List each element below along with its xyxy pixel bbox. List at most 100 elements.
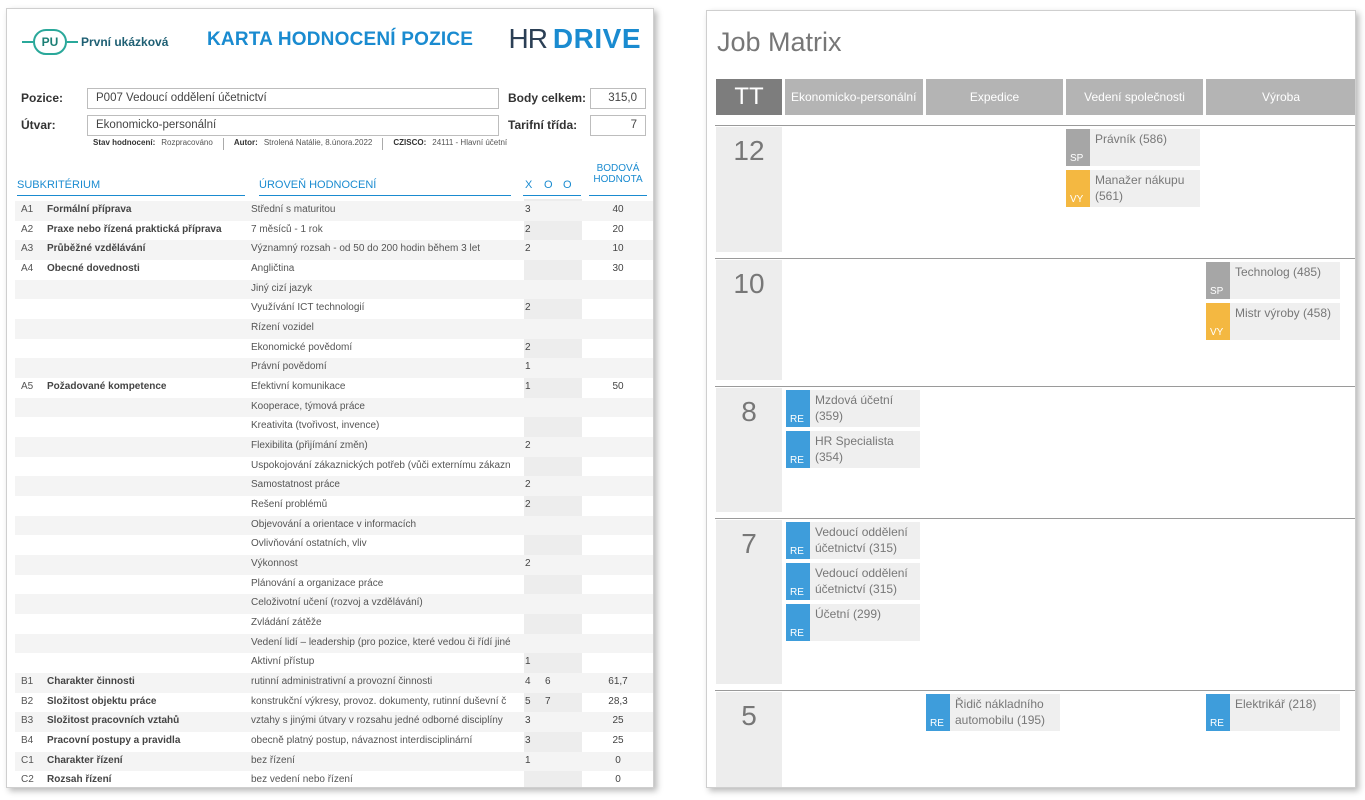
job-card[interactable]: SP Technolog (485) bbox=[1206, 262, 1340, 299]
job-category-code: VY bbox=[1210, 327, 1224, 338]
criterion-code: A5 bbox=[21, 381, 34, 393]
column-header[interactable]: Expedice bbox=[926, 79, 1063, 115]
evaluation-level: 7 měsíců - 1 rok bbox=[251, 223, 323, 235]
evaluation-level: Kooperace, týmová práce bbox=[251, 400, 365, 412]
table-row[interactable]: Právní povědomí 1 bbox=[15, 358, 653, 379]
table-row[interactable]: B1 Charakter činnosti rutinní administrati… bbox=[15, 673, 653, 693]
job-card[interactable]: VY Manažer nákupu (561) bbox=[1066, 170, 1200, 207]
criteria-table: A1 Formální příprava Střední s maturitou 3 4… bbox=[15, 201, 653, 787]
job-title: HR Specialista (354) bbox=[815, 434, 894, 464]
table-row[interactable]: A1 Formální příprava Střední s maturitou 3 4… bbox=[15, 201, 653, 221]
job-category-code: RE bbox=[790, 628, 804, 639]
utvar-field[interactable]: Ekonomicko-personální bbox=[87, 115, 499, 136]
job-card[interactable]: RE Řidič nákladního automobilu (195) bbox=[926, 694, 1060, 731]
job-title: Manažer nákupu (561) bbox=[1095, 173, 1185, 203]
table-row[interactable]: A5 Požadované kompetence Efektivní komunik… bbox=[15, 378, 653, 398]
evaluation-level: Výkonnost bbox=[251, 558, 298, 570]
table-row[interactable]: Jiný cizí jazyk bbox=[15, 279, 653, 300]
evaluation-level: bez řízení bbox=[251, 754, 295, 766]
evaluation-level: Právní povědomí bbox=[251, 361, 327, 373]
table-row[interactable]: A4 Obecné dovednosti Angličtina 30 bbox=[15, 260, 653, 280]
x-value: 1 bbox=[525, 754, 531, 766]
job-category-tag: VY bbox=[1066, 170, 1090, 207]
meta-divider bbox=[222, 138, 224, 150]
hr-logo-bold: DRIVE bbox=[552, 23, 641, 54]
table-row[interactable]: Uspokojování zákaznických potřeb (vůči e… bbox=[15, 457, 653, 477]
job-card[interactable]: VY Mistr výroby (458) bbox=[1206, 303, 1340, 340]
body-celkem-field[interactable]: 315,0 bbox=[590, 88, 646, 109]
job-card[interactable]: RE HR Specialista (354) bbox=[786, 431, 920, 468]
job-card[interactable]: RE Vedoucí oddělení účetnictví (315) bbox=[786, 563, 920, 600]
x-value: 2 bbox=[525, 341, 531, 353]
logo-badge: PU bbox=[22, 29, 78, 55]
job-card[interactable]: RE Vedoucí oddělení účetnictví (315) bbox=[786, 522, 920, 559]
table-row[interactable]: B4 Pracovní postupy a pravidla obecně plat… bbox=[15, 732, 653, 752]
table-row[interactable]: B3 Složitost pracovních vztahů vztahy s ji… bbox=[15, 712, 653, 733]
score-value: 28,3 bbox=[608, 695, 628, 707]
table-row[interactable]: Samostatnost práce 2 bbox=[15, 476, 653, 497]
hr-drive-logo: HR DRIVE bbox=[508, 23, 641, 55]
job-title: Právník (586) bbox=[1095, 132, 1168, 146]
table-row[interactable]: Aktivní přístup 1 bbox=[15, 653, 653, 673]
job-category-tag: SP bbox=[1066, 129, 1090, 166]
job-category-tag: RE bbox=[786, 390, 810, 427]
table-row[interactable]: C1 Charakter řízení bez řízení 1 0 bbox=[15, 751, 653, 772]
table-row[interactable]: A2 Praxe nebo řízená praktická příprava 7 … bbox=[15, 221, 653, 241]
job-category-tag: RE bbox=[786, 563, 810, 600]
table-row[interactable]: B2 Složitost objektu práce konstrukční výk… bbox=[15, 693, 653, 713]
job-card[interactable]: RE Účetní (299) bbox=[786, 604, 920, 641]
job-category-tag: RE bbox=[786, 522, 810, 559]
table-row[interactable]: A3 Průběžné vzdělávání Významný rozsah - o… bbox=[15, 240, 653, 261]
score-value: 20 bbox=[612, 223, 624, 235]
table-row[interactable]: Kreativita (tvořivost, invence) bbox=[15, 417, 653, 437]
criterion-name: Charakter činnosti bbox=[47, 676, 135, 688]
col-o1: O bbox=[544, 179, 553, 191]
table-row[interactable]: Flexibilita (přijímání změn) 2 bbox=[15, 437, 653, 457]
czisco-label: CZISCO: bbox=[393, 138, 427, 147]
pozice-field[interactable]: P007 Vedoucí oddělení účetnictví bbox=[87, 88, 499, 109]
criterion-name: Průběžné vzdělávání bbox=[47, 243, 146, 255]
job-card[interactable]: RE Mzdová účetní (359) bbox=[786, 390, 920, 427]
job-title: Řidič nákladního automobilu (195) bbox=[955, 697, 1046, 727]
column-header[interactable]: Výroba bbox=[1206, 79, 1355, 115]
table-row[interactable]: Výkonnost 2 bbox=[15, 555, 653, 575]
evaluation-level: Jiný cizí jazyk bbox=[251, 282, 313, 294]
criterion-name: Složitost objektu práce bbox=[47, 695, 157, 707]
criterion-code: B4 bbox=[21, 735, 34, 747]
table-row[interactable]: Celoživotní učení (rozvoj a vzdělávání) bbox=[15, 594, 653, 615]
job-category-tag: RE bbox=[786, 604, 810, 641]
score-value: 50 bbox=[612, 381, 624, 393]
job-category-tag: RE bbox=[786, 431, 810, 468]
table-row[interactable]: Vedení lidí – leadership (pro pozice, kt… bbox=[15, 633, 653, 654]
x-value: 2 bbox=[525, 243, 531, 255]
table-row[interactable]: Zvládání zátěže bbox=[15, 614, 653, 634]
table-row[interactable]: C2 Rozsah řízení bez vedení nebo řízení 0 bbox=[15, 771, 653, 787]
job-category-tag: RE bbox=[926, 694, 950, 731]
score-value: 40 bbox=[612, 204, 624, 215]
company-logo: PU První ukázková bbox=[21, 27, 168, 57]
table-row[interactable]: Využívání ICT technologií 2 bbox=[15, 299, 653, 319]
job-card[interactable]: SP Právník (586) bbox=[1066, 129, 1200, 166]
table-row[interactable]: Ovlivňování ostatních, vliv bbox=[15, 535, 653, 555]
job-card[interactable]: RE Elektrikář (218) bbox=[1206, 694, 1340, 731]
job-category-code: SP bbox=[1210, 286, 1224, 297]
table-row[interactable]: Řízení vozidel bbox=[15, 319, 653, 339]
table-row[interactable]: Objevování a orientace v informacích bbox=[15, 515, 653, 536]
criterion-code: C2 bbox=[21, 774, 34, 786]
evaluation-level: Významný rozsah - od 50 do 200 hodin běh… bbox=[251, 243, 481, 255]
col-uroven: ÚROVEŇ HODNOCENÍ bbox=[259, 179, 377, 191]
stav-label: Stav hodnocení: bbox=[93, 138, 156, 147]
table-row[interactable]: Řešení problémů 2 bbox=[15, 496, 653, 516]
x-value: 2 bbox=[525, 302, 531, 314]
column-header[interactable]: Ekonomicko-personální bbox=[785, 79, 923, 115]
header-underline bbox=[259, 195, 511, 196]
x-value: 2 bbox=[525, 223, 531, 235]
job-category-code: RE bbox=[930, 718, 944, 729]
evaluation-level: bez vedení nebo řízení bbox=[251, 774, 353, 786]
tarifni-trida-field[interactable]: 7 bbox=[590, 115, 646, 136]
column-header[interactable]: Vedení společnosti bbox=[1066, 79, 1203, 115]
evaluation-level: Řešení problémů bbox=[251, 499, 328, 511]
table-row[interactable]: Ekonomické povědomí 2 bbox=[15, 339, 653, 359]
table-row[interactable]: Kooperace, týmová práce bbox=[15, 397, 653, 418]
table-row[interactable]: Plánování a organizace práce bbox=[15, 575, 653, 595]
